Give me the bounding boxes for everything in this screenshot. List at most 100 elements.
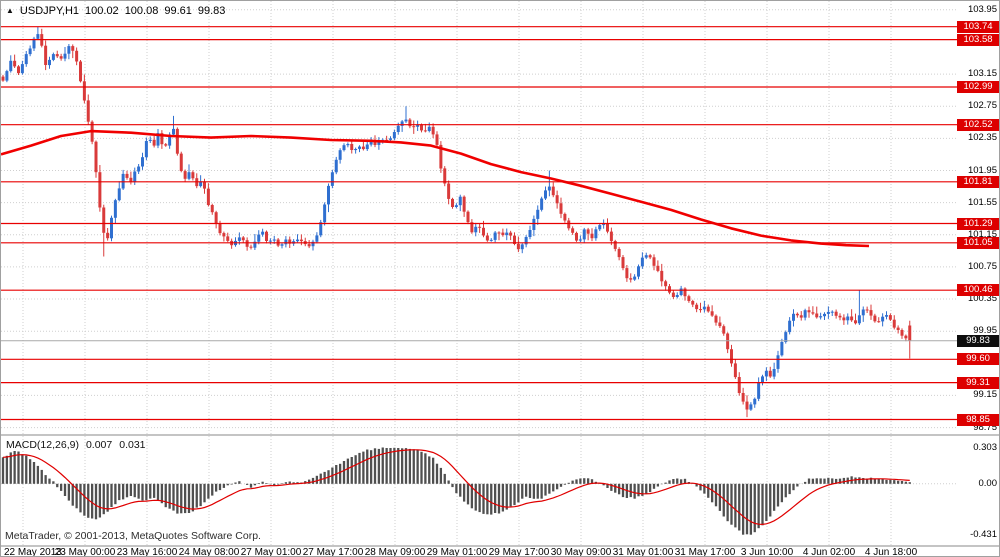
- candle: [412, 120, 416, 134]
- candle: [44, 40, 48, 71]
- time-axis-label: 23 May 00:00: [54, 547, 116, 557]
- title-open: 100.02: [85, 5, 119, 17]
- candle: [555, 190, 559, 209]
- candle: [737, 372, 741, 396]
- candle: [129, 171, 133, 185]
- y-axis-tick-label: 102.75: [967, 100, 997, 111]
- candle: [40, 28, 44, 48]
- candle: [850, 309, 854, 322]
- candle: [265, 230, 268, 244]
- candle: [299, 234, 303, 246]
- panel-separators: [1, 434, 999, 547]
- candle: [268, 238, 272, 245]
- candle: [621, 255, 625, 271]
- macd-axis-tick-label: 0.00: [978, 478, 998, 489]
- macd-signal-value: 0.031: [119, 439, 146, 451]
- candle: [1, 74, 5, 82]
- candle: [881, 313, 885, 327]
- candle: [757, 377, 761, 402]
- candle: [606, 218, 609, 234]
- candle: [664, 279, 668, 291]
- price-level-badge: 98.85: [957, 414, 999, 426]
- candle: [253, 234, 257, 250]
- candle: [20, 60, 24, 75]
- candle: [699, 302, 702, 313]
- candle: [55, 50, 59, 58]
- candle: [24, 51, 28, 67]
- candle: [319, 219, 323, 238]
- candle: [799, 311, 803, 321]
- candle: [873, 313, 877, 323]
- candle: [652, 254, 656, 271]
- candle: [714, 314, 718, 326]
- candle: [877, 317, 881, 323]
- time-axis-label: 4 Jun 18:00: [864, 547, 918, 557]
- y-axis-tick-label: 99.15: [973, 389, 997, 400]
- candle: [377, 137, 381, 150]
- candle: [443, 166, 447, 187]
- candle: [485, 232, 489, 242]
- candle: [458, 194, 462, 212]
- candle: [904, 334, 908, 342]
- candle: [117, 181, 121, 202]
- candle: [51, 52, 55, 62]
- candle: [660, 263, 664, 287]
- candle: [730, 344, 733, 367]
- candle: [98, 165, 102, 212]
- candle: [842, 314, 846, 325]
- macd-axis-tick-label: 0.303: [973, 442, 997, 453]
- candle: [214, 210, 218, 229]
- candle: [830, 310, 834, 316]
- candle: [75, 47, 79, 66]
- candle: [183, 169, 187, 183]
- y-axis-tick-label: 100.35: [967, 293, 997, 304]
- candle: [361, 141, 365, 151]
- y-axis-tick-label: 99.95: [973, 325, 997, 336]
- candle: [648, 253, 652, 260]
- chart-title: ▲ USDJPY,H1 100.02 100.08 99.61 99.83: [6, 5, 225, 17]
- candle: [311, 239, 315, 251]
- candle: [571, 226, 575, 235]
- candle: [640, 252, 644, 269]
- y-axis-tick-label: 102.35: [967, 132, 997, 143]
- title-low: 99.61: [164, 5, 192, 17]
- candle: [803, 308, 807, 321]
- candle: [582, 227, 586, 244]
- price-level-badge: 101.29: [957, 218, 999, 230]
- candle: [741, 387, 745, 405]
- time-axis-label: 22 May 2013: [4, 547, 62, 557]
- candle: [590, 228, 594, 242]
- price-level-lines: [1, 26, 957, 421]
- candle: [509, 230, 513, 241]
- candle: [206, 183, 210, 207]
- y-axis-tick-label: 101.95: [967, 165, 997, 176]
- candle: [718, 316, 722, 328]
- candle: [857, 290, 861, 325]
- candle: [625, 265, 629, 282]
- candle: [249, 244, 253, 250]
- candle: [330, 169, 334, 189]
- candle: [784, 330, 788, 344]
- candle: [13, 54, 17, 68]
- candle: [175, 127, 179, 156]
- candle: [761, 374, 764, 386]
- candle: [520, 243, 524, 254]
- candle: [536, 205, 540, 225]
- candle: [811, 306, 815, 316]
- candle: [567, 217, 571, 231]
- candle: [257, 230, 261, 245]
- title-symbol: USDJPY,H1: [19, 5, 80, 17]
- candle: [795, 312, 799, 318]
- candle: [179, 151, 183, 173]
- candle: [617, 247, 621, 261]
- candle: [79, 60, 82, 83]
- time-axis-label: 28 May 09:00: [364, 547, 426, 557]
- candle: [431, 123, 435, 139]
- candle: [280, 242, 284, 249]
- candle: [17, 65, 20, 75]
- candle: [156, 129, 160, 149]
- candle: [9, 55, 13, 73]
- price-level-badge: 99.60: [957, 353, 999, 365]
- price-level-badge: 102.99: [957, 81, 999, 93]
